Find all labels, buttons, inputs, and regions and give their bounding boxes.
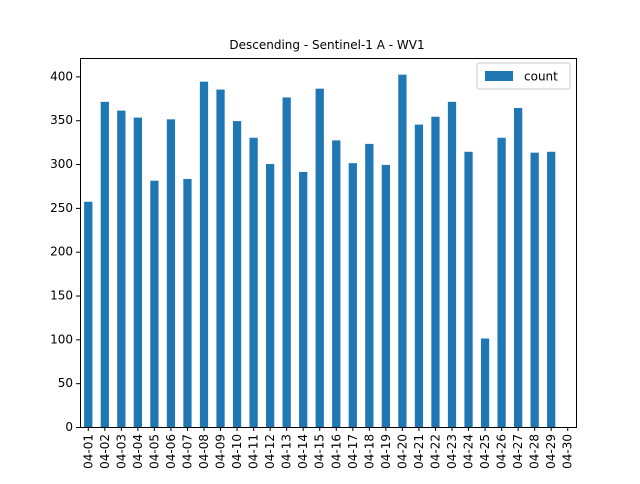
x-tick-label-04-26: 04-26 xyxy=(495,434,509,469)
x-tick-label-04-12: 04-12 xyxy=(263,434,277,469)
y-axis: 0 50 100 150 200 250 300 350 400 xyxy=(50,69,80,434)
x-tick-label-04-25: 04-25 xyxy=(478,434,492,469)
x-tick-label-04-18: 04-18 xyxy=(362,434,376,469)
bar-04-09 xyxy=(216,89,225,428)
bar-04-19 xyxy=(381,164,390,427)
x-tick-label-04-22: 04-22 xyxy=(428,434,442,469)
bar-04-10 xyxy=(232,121,242,428)
x-tick-label-04-24: 04-24 xyxy=(462,434,476,469)
bar-04-25 xyxy=(480,338,490,427)
x-tick-label-04-07: 04-07 xyxy=(180,434,194,469)
x-tick-label-04-15: 04-15 xyxy=(313,434,327,469)
bar-04-22 xyxy=(431,116,440,428)
x-tick-label-04-20: 04-20 xyxy=(395,434,409,469)
x-tick-label-04-19: 04-19 xyxy=(379,434,393,469)
bars-layer xyxy=(84,74,556,428)
x-tick-label-04-29: 04-29 xyxy=(544,434,558,469)
x-tick-label-04-13: 04-13 xyxy=(280,434,294,469)
x-tick-label-04-17: 04-17 xyxy=(346,434,360,469)
bar-04-14 xyxy=(299,171,308,427)
y-tick-label-350: 350 xyxy=(50,113,73,127)
bar-04-03 xyxy=(117,110,126,427)
x-tick-label-04-14: 04-14 xyxy=(296,434,310,469)
y-tick-label-300: 300 xyxy=(50,157,73,171)
y-tick-label-100: 100 xyxy=(50,332,73,346)
bar-04-13 xyxy=(282,97,291,427)
bar-04-15 xyxy=(315,88,324,428)
y-tick-label-150: 150 xyxy=(50,289,73,303)
y-tick-label-400: 400 xyxy=(50,69,73,83)
bar-04-26 xyxy=(497,137,506,427)
y-tick-label-200: 200 xyxy=(50,245,73,259)
x-tick-label-04-27: 04-27 xyxy=(511,434,525,469)
x-tick-label-04-10: 04-10 xyxy=(230,434,244,469)
bar-04-05 xyxy=(150,180,159,427)
bar-04-27 xyxy=(514,107,523,427)
bar-04-28 xyxy=(530,152,539,427)
bar-04-16 xyxy=(332,140,341,428)
y-tick-label-0: 0 xyxy=(65,420,73,434)
plot-frame xyxy=(80,58,577,428)
x-tick-label-04-03: 04-03 xyxy=(114,434,128,469)
bar-04-20 xyxy=(398,74,407,428)
x-tick-label-04-23: 04-23 xyxy=(445,434,459,469)
bar-04-08 xyxy=(199,81,209,427)
bar-04-17 xyxy=(348,163,357,427)
bar-04-29 xyxy=(547,151,556,427)
bar-04-18 xyxy=(365,143,374,427)
legend: count xyxy=(476,62,571,90)
bar-04-04 xyxy=(133,117,142,427)
chart-title: Descending - Sentinel-1 A - WV1 xyxy=(229,38,424,52)
x-tick-label-04-28: 04-28 xyxy=(528,434,542,469)
x-tick-label-04-05: 04-05 xyxy=(147,434,161,469)
x-tick-label-04-30: 04-30 xyxy=(561,434,575,469)
x-tick-label-04-16: 04-16 xyxy=(329,434,343,469)
legend-swatch-count xyxy=(485,71,513,81)
x-tick-label-04-02: 04-02 xyxy=(98,434,112,469)
y-tick-label-250: 250 xyxy=(50,201,73,215)
bar-04-11 xyxy=(249,137,258,427)
x-tick-label-04-08: 04-08 xyxy=(197,434,211,469)
x-tick-label-04-01: 04-01 xyxy=(81,434,95,469)
x-tick-label-04-06: 04-06 xyxy=(164,434,178,469)
x-axis: 04-01 04-02 04-03 04-04 04-05 04-06 04-07 04-08… xyxy=(81,427,575,469)
x-tick-label-04-21: 04-21 xyxy=(412,434,426,469)
x-tick-label-04-09: 04-09 xyxy=(214,434,228,469)
bar-04-24 xyxy=(464,151,473,427)
y-tick-label-50: 50 xyxy=(58,376,73,390)
bar-04-21 xyxy=(414,124,424,427)
x-tick-label-04-11: 04-11 xyxy=(247,434,261,469)
bar-04-01 xyxy=(84,201,93,427)
legend-label-count: count xyxy=(524,70,558,84)
bar-04-12 xyxy=(266,164,275,427)
legend-box xyxy=(476,62,571,90)
bar-04-23 xyxy=(447,101,457,428)
bar-04-06 xyxy=(166,119,176,428)
bar-04-07 xyxy=(183,178,192,427)
bar-04-02 xyxy=(100,101,109,428)
x-tick-label-04-04: 04-04 xyxy=(131,434,145,469)
